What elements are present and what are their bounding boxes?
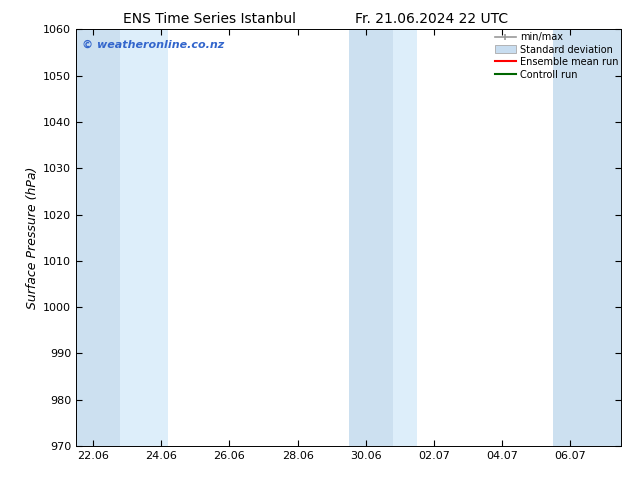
Text: Fr. 21.06.2024 22 UTC: Fr. 21.06.2024 22 UTC [354,12,508,26]
Bar [553,29,621,446]
Bar [349,29,393,446]
Text: © weatheronline.co.nz: © weatheronline.co.nz [82,40,224,50]
Bar [120,29,168,446]
Text: ENS Time Series Istanbul: ENS Time Series Istanbul [123,12,295,26]
Bar [76,29,120,446]
Bar [393,29,417,446]
Y-axis label: Surface Pressure (hPa): Surface Pressure (hPa) [26,167,39,309]
Legend: min/max, Standard deviation, Ensemble mean run, Controll run: min/max, Standard deviation, Ensemble me… [493,30,620,81]
